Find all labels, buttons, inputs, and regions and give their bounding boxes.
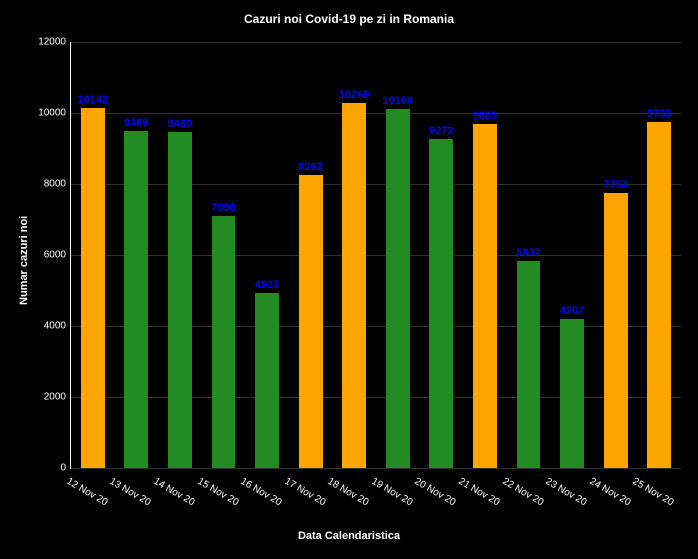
bar [81, 108, 105, 468]
y-tick-label: 2000 [6, 392, 66, 403]
bar [124, 131, 148, 468]
bar [212, 216, 236, 468]
bar [604, 193, 628, 468]
x-tick-label: 12 Nov 20 [64, 476, 109, 508]
x-tick-label: 19 Nov 20 [369, 476, 414, 508]
x-tick-label: 13 Nov 20 [108, 476, 153, 508]
x-tick-label: 18 Nov 20 [326, 476, 371, 508]
bar-value-label: 7096 [211, 202, 235, 214]
grid-line [71, 113, 681, 114]
grid-line [71, 255, 681, 256]
bar-value-label: 4207 [560, 305, 584, 317]
bar-value-label: 9489 [124, 117, 148, 129]
bar [386, 109, 410, 468]
chart-title: Cazuri noi Covid-19 pe zi in Romania [0, 12, 698, 26]
plot-area: 10142 9489 9460 7096 4931 8262 10269 10108 9272 9… [70, 42, 681, 469]
x-tick-label: 21 Nov 20 [456, 476, 501, 508]
bar-value-label: 9272 [429, 125, 453, 137]
bar-value-label: 10108 [382, 95, 413, 107]
x-tick-label: 22 Nov 20 [500, 476, 545, 508]
y-tick-label: 0 [6, 463, 66, 474]
covid-bar-chart: Cazuri noi Covid-19 pe zi in Romania Num… [0, 0, 698, 559]
bar [517, 261, 541, 468]
bar-value-label: 8262 [298, 161, 322, 173]
y-tick-label: 8000 [6, 179, 66, 190]
x-tick-label: 14 Nov 20 [151, 476, 196, 508]
bar [342, 103, 366, 468]
x-tick-label: 15 Nov 20 [195, 476, 240, 508]
x-axis-label: Data Calendaristica [0, 530, 698, 542]
y-tick-label: 4000 [6, 321, 66, 332]
y-tick-label: 6000 [6, 250, 66, 261]
bar [429, 139, 453, 468]
bar-value-label: 5837 [516, 247, 540, 259]
bar [647, 122, 671, 468]
bar-value-label: 9685 [473, 110, 497, 122]
bar-value-label: 9739 [647, 108, 671, 120]
bar [473, 124, 497, 468]
x-tick-label: 23 Nov 20 [544, 476, 589, 508]
bar-value-label: 4931 [255, 279, 279, 291]
bar-value-label: 10142 [77, 94, 108, 106]
bar [255, 293, 279, 468]
bar [299, 175, 323, 468]
grid-line [71, 326, 681, 327]
grid-line [71, 397, 681, 398]
x-tick-label: 16 Nov 20 [239, 476, 284, 508]
y-tick-label: 10000 [6, 108, 66, 119]
bar-value-label: 9460 [168, 118, 192, 130]
bar [168, 132, 192, 468]
y-tick-label: 12000 [6, 37, 66, 48]
x-tick-label: 17 Nov 20 [282, 476, 327, 508]
bar [560, 319, 584, 468]
x-tick-label: 25 Nov 20 [631, 476, 676, 508]
x-tick-label: 20 Nov 20 [413, 476, 458, 508]
bar-value-label: 10269 [339, 89, 370, 101]
x-tick-label: 24 Nov 20 [587, 476, 632, 508]
grid-line [71, 184, 681, 185]
grid-line [71, 42, 681, 43]
grid-line [71, 468, 681, 469]
bar-value-label: 7753 [603, 179, 627, 191]
